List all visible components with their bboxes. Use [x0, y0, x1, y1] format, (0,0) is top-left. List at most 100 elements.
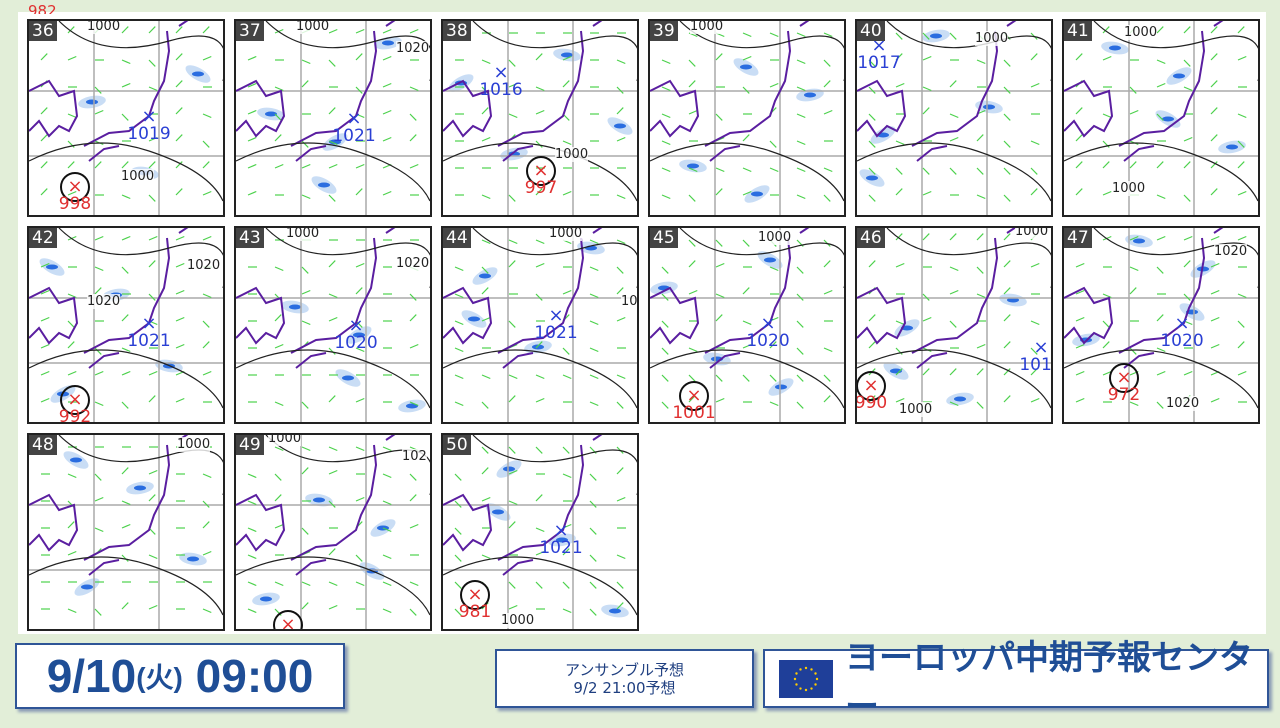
wind-vector: [1102, 140, 1110, 148]
wind-vector: [454, 374, 464, 380]
coastline-korea: [29, 79, 79, 138]
forecast-map-member-39[interactable]: 1000 39: [648, 19, 846, 217]
wind-vector: [67, 473, 77, 479]
coastline-korea: [1064, 79, 1114, 138]
isobar: [679, 21, 844, 81]
wind-vector: [976, 167, 984, 175]
coastline-japan: [704, 21, 810, 162]
wind-vector: [1075, 316, 1085, 322]
isobar: [29, 349, 223, 409]
wind-vector: [1102, 161, 1110, 169]
wind-vector: [454, 527, 462, 535]
wind-vector: [616, 581, 624, 589]
wind-vector: [1210, 107, 1218, 115]
wind-vector: [895, 32, 903, 40]
wind-vector: [949, 167, 957, 175]
wind-vector: [247, 55, 257, 61]
low-pressure-value: 998: [58, 194, 92, 214]
wind-vector: [121, 347, 131, 353]
wind-vector: [175, 80, 183, 88]
wind-vector: [1075, 262, 1085, 268]
wind-vector: [274, 314, 282, 322]
forecast-map-member-50[interactable]: × 1021 × 981 1000 50: [441, 433, 639, 631]
wind-vector: [1210, 316, 1220, 322]
wind-vector: [922, 233, 930, 241]
wind-vector: [1183, 293, 1191, 301]
wind-vector: [355, 188, 363, 196]
coastline-korea: [443, 493, 493, 552]
wind-vector: [1210, 235, 1220, 241]
wind-vector: [202, 161, 210, 169]
wind-vector: [1237, 55, 1247, 61]
wind-vector: [148, 494, 156, 502]
wind-vector: [1129, 86, 1137, 94]
forecast-map-member-42[interactable]: × 1021 × 992 1020 1020 42: [27, 226, 225, 424]
wind-vector: [148, 260, 156, 268]
forecast-map-member-43[interactable]: × 1020 1000 1020 43: [234, 226, 432, 424]
low-pressure-value: 992: [58, 407, 92, 424]
coastline-korea: [1064, 286, 1114, 345]
forecast-map-member-40[interactable]: × 1017 1000 40: [855, 19, 1053, 217]
wind-vector: [796, 293, 804, 301]
wind-vector: [1237, 320, 1245, 328]
wind-vector: [823, 395, 831, 403]
isobar-label: 1020: [1166, 396, 1200, 411]
member-number: 40: [857, 21, 885, 41]
wind-vector: [535, 374, 545, 380]
forecast-map-member-37[interactable]: × 1021 1000 1020 37: [234, 19, 432, 217]
wind-vector: [328, 500, 336, 508]
wind-vector: [616, 59, 626, 65]
precipitation-core: [1109, 45, 1121, 51]
high-pressure-value: 1017: [1019, 355, 1052, 375]
isobar: [265, 435, 430, 495]
forecast-map-member-41[interactable]: 1000 1000 41: [1062, 19, 1260, 217]
high-pressure-value: 1017: [857, 53, 901, 73]
wind-vector: [1129, 109, 1139, 115]
wind-vector: [175, 107, 183, 115]
forecast-map-member-47[interactable]: × 1020 × 972 1020 1020 47: [1062, 226, 1260, 424]
wind-vector: [355, 28, 365, 34]
wind-vector: [409, 113, 417, 121]
member-number: 36: [29, 21, 57, 41]
wind-vector: [382, 82, 392, 88]
member-number: 37: [236, 21, 264, 41]
forecast-map-member-44[interactable]: × 1021 1000 10 44: [441, 226, 639, 424]
wind-vector: [1183, 194, 1191, 202]
wind-vector: [94, 347, 102, 355]
member-number: 41: [1064, 21, 1092, 41]
wind-vector: [481, 287, 489, 295]
forecast-map-member-45[interactable]: × 1020 × 1001 1000 45: [648, 226, 846, 424]
wind-vector: [562, 374, 572, 380]
forecast-map-member-48[interactable]: 1000 48: [27, 433, 225, 631]
wind-vector: [355, 262, 365, 268]
wind-vector: [949, 289, 959, 295]
forecast-map-member-49[interactable]: × 1000 102 49: [234, 433, 432, 631]
forecast-map-member-36[interactable]: × 1019 × 998 1000 1000 36: [27, 19, 225, 217]
wind-vector: [895, 233, 903, 241]
precipitation-core: [1133, 238, 1145, 244]
wind-vector: [274, 266, 284, 272]
wind-vector: [274, 581, 284, 587]
wind-vector: [508, 239, 518, 245]
wind-vector: [661, 347, 669, 355]
wind-vector: [40, 262, 50, 268]
forecast-map-member-38[interactable]: × 1016 × 997 1000 38: [441, 19, 639, 217]
wind-vector: [1156, 194, 1166, 200]
wind-vector: [742, 343, 752, 349]
wind-vector: [1183, 260, 1191, 268]
wind-vector: [508, 59, 516, 67]
wind-vector: [94, 496, 104, 502]
high-pressure-value: 1021: [539, 538, 583, 558]
wind-vector: [355, 163, 365, 169]
wind-vector: [823, 347, 833, 353]
wind-vector: [796, 401, 804, 409]
wind-vector: [1003, 113, 1011, 121]
wind-vector: [328, 28, 338, 34]
wind-vector: [796, 32, 806, 38]
isobar: [886, 21, 1051, 81]
isobar-label: 102: [402, 449, 427, 464]
isobar: [857, 349, 1051, 409]
wind-vector: [949, 80, 957, 88]
weather-map: [443, 228, 637, 422]
